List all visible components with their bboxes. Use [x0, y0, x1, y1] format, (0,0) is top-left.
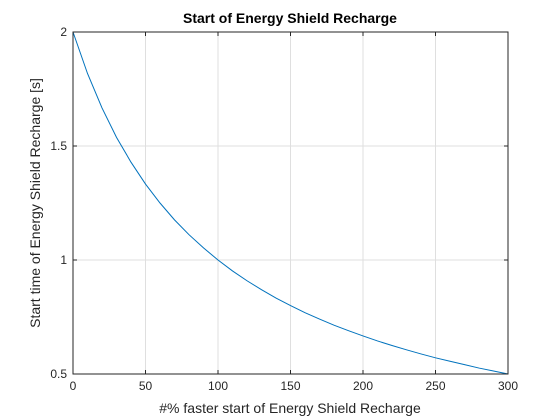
y-tick-label: 1.5 — [50, 139, 67, 153]
x-tick-label: 300 — [498, 379, 518, 393]
x-tick-label: 100 — [208, 379, 228, 393]
y-axis-label: Start time of Energy Shield Recharge [s] — [27, 78, 43, 328]
x-tick-label: 50 — [139, 379, 153, 393]
x-tick-label: 0 — [70, 379, 77, 393]
y-tick-label: 2 — [60, 25, 67, 39]
series-line — [72, 31, 509, 375]
x-tick-label: 150 — [280, 379, 300, 393]
y-tick-label: 1 — [60, 253, 67, 267]
x-tick-label: 250 — [425, 379, 445, 393]
chart-title: Start of Energy Shield Recharge — [183, 10, 397, 26]
axis-ticks: 0 50 100 150 200 250 300 0.5 1 1.5 2 — [50, 25, 518, 393]
y-tick-label: 0.5 — [50, 367, 67, 381]
x-tick-label: 200 — [353, 379, 373, 393]
x-axis-label: #% faster start of Energy Shield Recharg… — [159, 400, 421, 416]
